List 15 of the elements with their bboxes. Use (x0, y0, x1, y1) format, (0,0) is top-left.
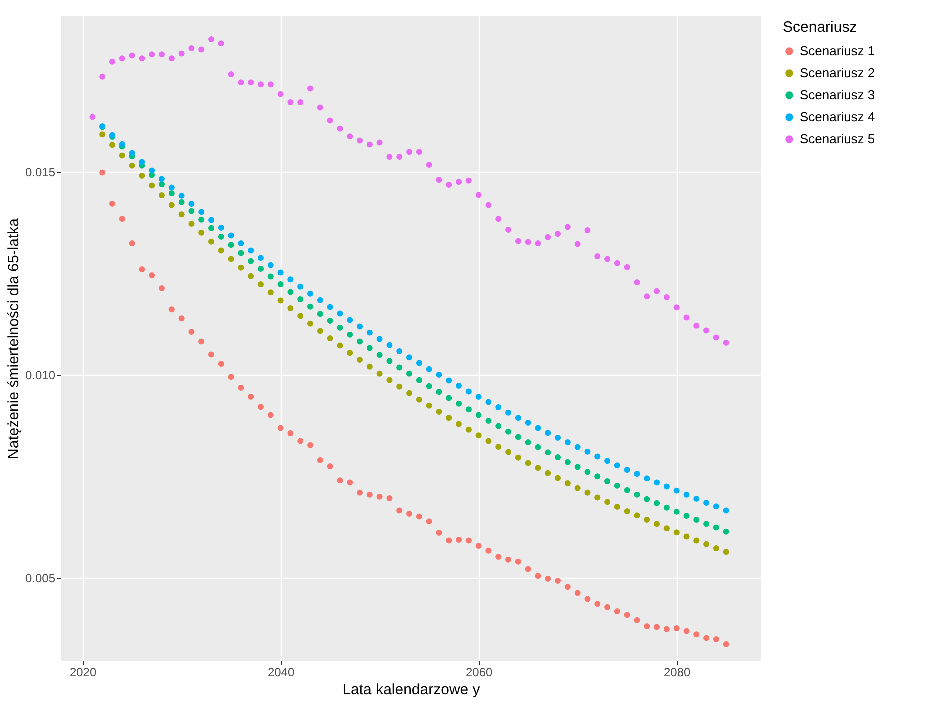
x-tick-label: 2060 (466, 666, 493, 680)
legend-label: Scenariusz 2 (800, 66, 876, 80)
y-axis-title: Natężenie śmiertelności dla 65-latka (5, 218, 22, 460)
y-tick-label: 0.005 (25, 572, 56, 586)
y-tick-label: 0.015 (25, 165, 56, 180)
x-tick-label: 2040 (268, 666, 295, 680)
legend-label: Scenariusz 3 (800, 88, 876, 102)
x-tick-label: 2020 (70, 666, 97, 680)
legend-label: Scenariusz 1 (800, 44, 876, 58)
legend-title: Scenariusz (783, 19, 858, 36)
legend-label: Scenariusz 5 (800, 132, 876, 146)
x-axis-title: Lata kalendarzowe y (342, 682, 481, 698)
legend-label: Scenariusz 4 (800, 110, 876, 124)
y-tick-label: 0.010 (25, 368, 56, 383)
x-tick-label: 2080 (664, 666, 692, 680)
